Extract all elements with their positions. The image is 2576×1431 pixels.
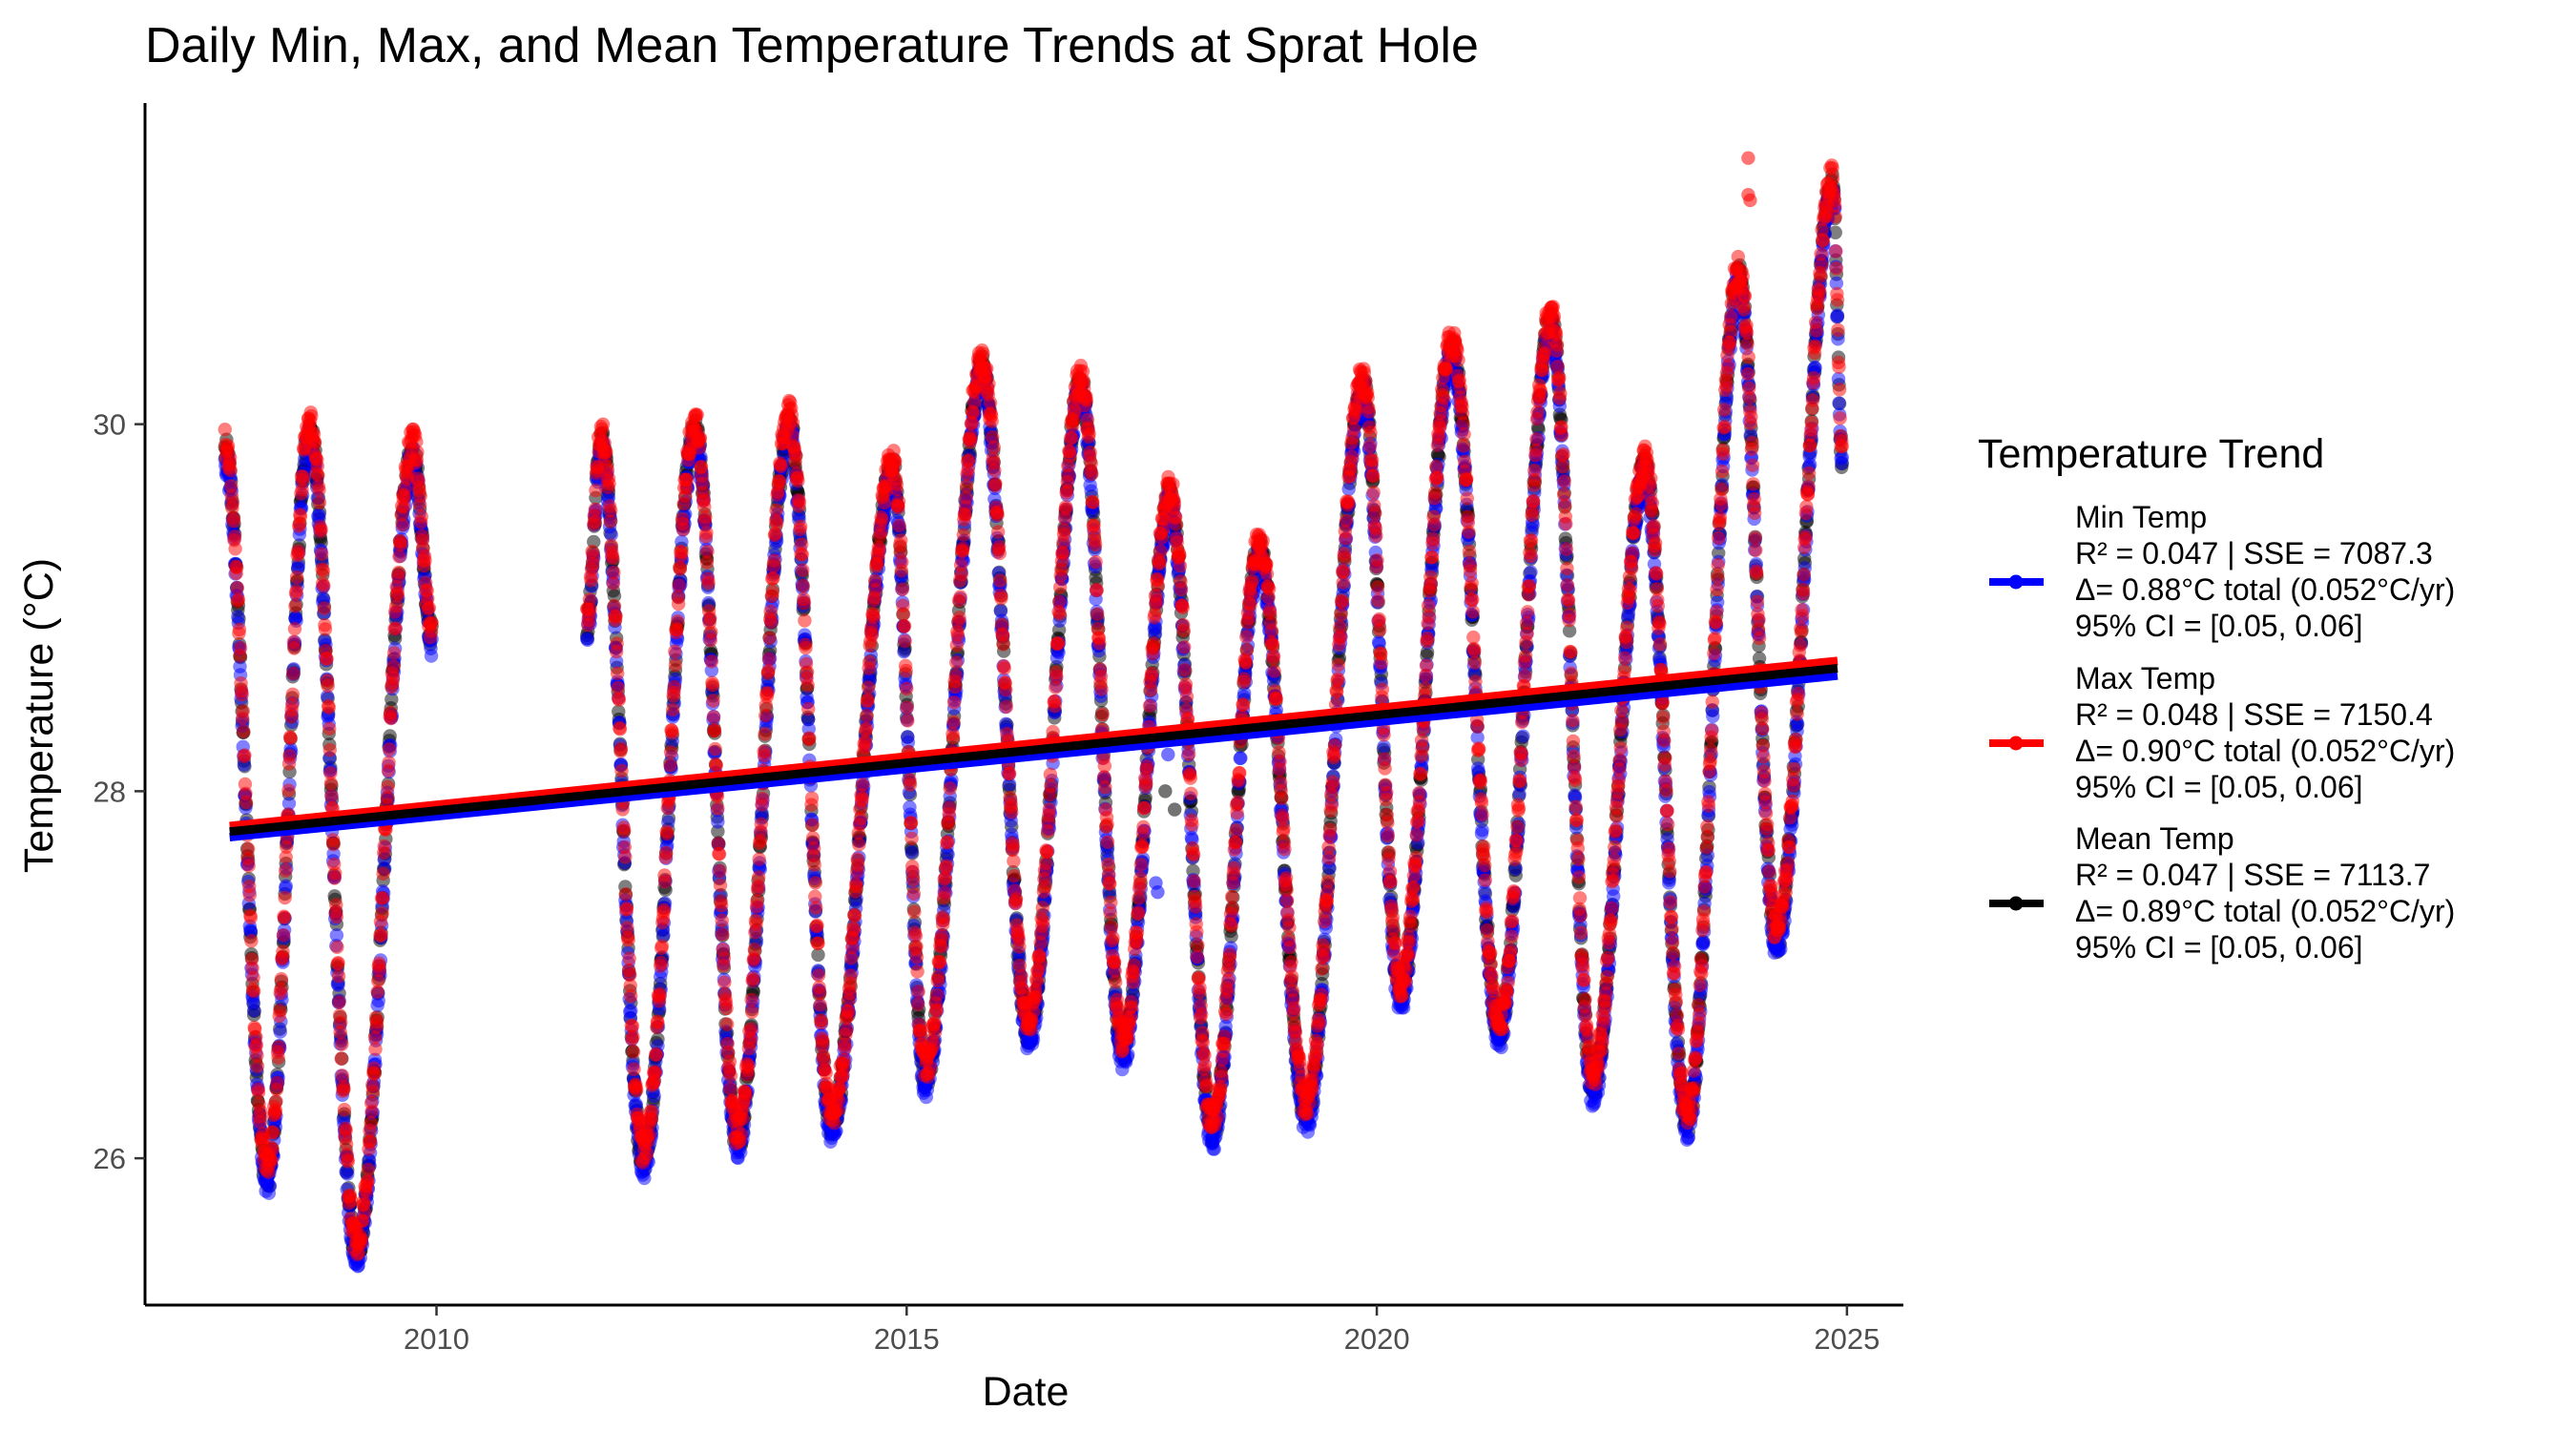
data-point	[273, 1025, 287, 1039]
data-point	[656, 928, 671, 943]
data-point	[1234, 751, 1248, 765]
data-point	[897, 644, 911, 659]
points-mean	[218, 167, 1849, 1265]
data-point	[1475, 822, 1489, 838]
data-point	[312, 508, 326, 523]
data-point	[326, 846, 341, 861]
data-point	[329, 928, 344, 943]
data-point	[580, 633, 594, 647]
plot-area	[218, 151, 1849, 1274]
data-point	[811, 947, 825, 963]
data-point	[281, 796, 297, 811]
points-min	[218, 182, 1849, 1274]
data-point	[711, 824, 725, 839]
data-point	[384, 692, 399, 707]
data-point	[629, 1097, 643, 1111]
data-point	[901, 736, 916, 750]
data-point	[624, 1004, 638, 1018]
data-points	[218, 151, 1849, 1274]
data-point	[341, 1167, 355, 1181]
data-point	[941, 847, 955, 861]
data-point	[1224, 929, 1238, 944]
data-point	[246, 1004, 261, 1018]
data-point	[904, 844, 919, 860]
data-point	[424, 649, 439, 663]
data-point	[1562, 624, 1577, 638]
data-point	[607, 589, 622, 603]
data-point	[711, 815, 725, 829]
data-point	[262, 1178, 278, 1193]
data-point	[1828, 225, 1842, 239]
chart-title: Daily Min, Max, and Mean Temperature Tre…	[145, 18, 1479, 73]
data-point	[647, 1089, 661, 1104]
data-point	[291, 558, 305, 573]
data-point	[1377, 739, 1391, 754]
data-point	[604, 528, 618, 542]
data-point	[609, 654, 624, 669]
data-point	[279, 879, 293, 894]
